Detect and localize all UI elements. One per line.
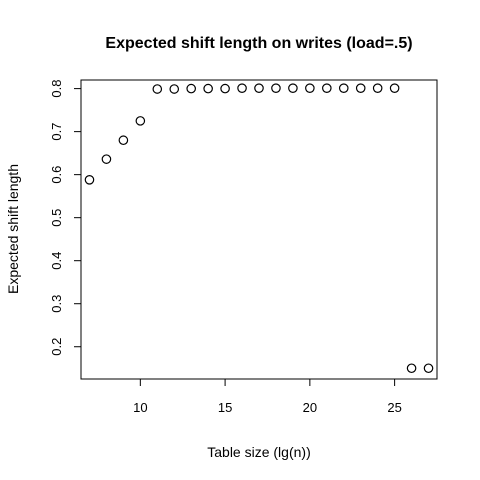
data-point: [271, 83, 281, 93]
x-tick-label: 10: [133, 400, 147, 415]
y-tick-label: 0.4: [49, 252, 64, 270]
data-point: [152, 84, 163, 94]
data-point: [406, 363, 417, 374]
data-point: [220, 83, 230, 94]
data-point: [355, 83, 366, 93]
y-tick-label: 0.5: [49, 209, 64, 227]
data-point: [423, 363, 434, 374]
data-point: [135, 116, 146, 126]
data-point: [288, 83, 298, 93]
data-point: [237, 83, 247, 93]
x-tick-label: 20: [303, 400, 317, 415]
y-tick-label: 0.7: [49, 123, 64, 141]
plot-frame: [80, 79, 438, 380]
y-axis: 0.2 0.3 0.4 0.5 0.6 0.7 0.8: [49, 80, 81, 356]
data-point: [101, 154, 112, 164]
x-axis-label: Table size (lg(n)): [207, 444, 310, 460]
data-point: [169, 84, 180, 94]
x-axis: 10 15 20 25: [133, 379, 402, 415]
y-tick-label: 0.8: [49, 80, 64, 98]
y-tick-label: 0.6: [49, 166, 64, 184]
y-axis-label: Expected shift length: [5, 164, 21, 294]
y-tick-label: 0.3: [49, 295, 64, 313]
data-point: [372, 83, 383, 93]
data-points: [84, 83, 434, 374]
chart-title: Expected shift length on writes (load=.5…: [105, 35, 412, 52]
data-point: [254, 83, 264, 93]
data-point: [118, 135, 129, 146]
data-point: [389, 83, 400, 93]
x-tick-label: 25: [387, 400, 401, 415]
data-point: [305, 83, 315, 93]
data-point: [84, 175, 95, 185]
y-tick-label: 0.2: [49, 338, 64, 356]
x-tick-label: 15: [218, 400, 232, 415]
data-point: [203, 83, 213, 94]
data-point: [322, 83, 332, 93]
data-point: [186, 83, 196, 94]
data-point: [338, 83, 349, 93]
